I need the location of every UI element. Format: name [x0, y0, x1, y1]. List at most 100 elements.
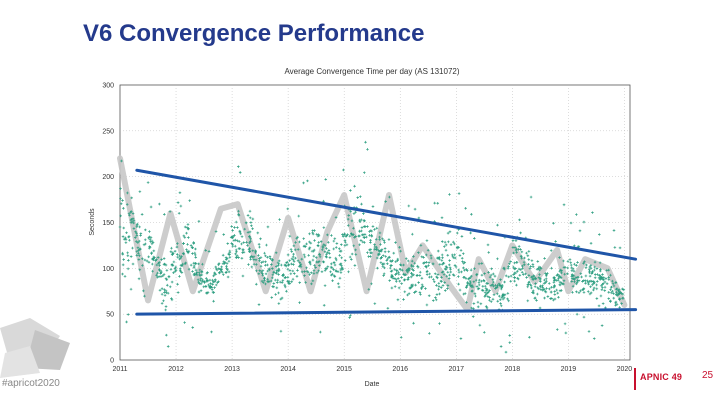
data-point: [178, 275, 181, 278]
data-point: [122, 206, 125, 210]
data-point: [496, 299, 500, 303]
data-point: [195, 273, 199, 277]
data-point: [336, 270, 340, 274]
data-point: [538, 278, 542, 282]
data-point: [511, 246, 515, 249]
data-point: [473, 237, 476, 240]
data-point: [197, 271, 201, 274]
data-point: [384, 255, 388, 258]
data-point: [213, 286, 216, 290]
data-point: [349, 209, 353, 213]
data-point: [150, 239, 154, 243]
data-point: [543, 289, 547, 293]
data-point: [609, 291, 613, 295]
data-point: [347, 214, 351, 217]
data-point: [393, 268, 397, 271]
data-point: [425, 303, 429, 307]
data-point: [601, 286, 604, 289]
data-point: [455, 231, 459, 235]
data-point: [338, 263, 342, 266]
data-point: [131, 217, 135, 220]
data-point: [432, 278, 435, 281]
data-point: [220, 269, 223, 273]
data-point: [298, 240, 301, 244]
data-point: [286, 267, 290, 271]
data-point: [441, 270, 445, 274]
data-point: [238, 171, 242, 174]
data-point: [388, 195, 391, 199]
data-point: [199, 278, 202, 282]
data-point: [620, 302, 623, 305]
data-point: [440, 276, 443, 279]
data-point: [544, 281, 547, 285]
data-point: [237, 213, 241, 217]
data-point: [158, 202, 161, 206]
data-point: [299, 262, 303, 266]
data-point: [455, 246, 459, 250]
data-point: [189, 244, 193, 247]
data-point: [541, 288, 545, 292]
data-point: [238, 229, 242, 233]
data-point: [603, 285, 607, 289]
data-point: [308, 232, 311, 236]
data-point: [403, 290, 407, 294]
data-point: [145, 259, 149, 263]
data-point: [242, 248, 245, 252]
data-point: [272, 270, 276, 274]
data-point: [575, 264, 578, 267]
data-point: [136, 246, 140, 250]
data-point: [136, 241, 140, 244]
data-point: [135, 250, 139, 253]
data-point: [270, 296, 274, 299]
data-point: [518, 218, 521, 222]
data-point: [212, 274, 215, 278]
data-point: [249, 257, 252, 261]
data-point: [621, 287, 624, 291]
x-tick-label: 2020: [617, 366, 633, 373]
data-point: [528, 267, 532, 270]
data-point: [576, 280, 579, 284]
data-point: [571, 284, 575, 288]
data-point: [546, 295, 550, 298]
data-point: [525, 251, 528, 255]
data-point: [225, 264, 228, 268]
data-point: [261, 281, 265, 284]
data-point: [374, 238, 378, 241]
data-point: [538, 306, 542, 310]
data-point: [457, 246, 461, 249]
data-point: [396, 259, 399, 262]
data-point: [281, 279, 285, 282]
data-point: [278, 218, 281, 221]
data-point: [537, 287, 541, 291]
data-point: [344, 240, 347, 244]
data-point: [333, 237, 337, 241]
data-point: [341, 235, 345, 238]
data-point: [560, 281, 563, 285]
data-point: [148, 238, 152, 241]
data-point: [488, 298, 491, 302]
data-point: [280, 263, 283, 267]
data-point: [296, 235, 300, 239]
data-point: [231, 236, 234, 240]
data-point: [254, 249, 257, 253]
page-number: 25: [702, 370, 714, 381]
data-point: [375, 226, 379, 230]
x-tick-label: 2019: [561, 366, 577, 373]
data-point: [504, 274, 508, 278]
data-point: [589, 285, 592, 289]
data-point: [620, 292, 623, 295]
data-point: [611, 289, 614, 293]
data-point: [440, 259, 444, 262]
data-point: [258, 259, 261, 263]
data-point: [558, 280, 562, 284]
data-point: [448, 266, 452, 270]
data-point: [465, 268, 468, 271]
data-point: [140, 213, 144, 216]
data-point: [532, 274, 536, 277]
data-point: [360, 226, 364, 229]
data-point: [339, 271, 343, 274]
data-point: [386, 306, 390, 310]
data-point: [550, 266, 553, 270]
data-point: [513, 261, 516, 265]
data-point: [550, 297, 554, 300]
